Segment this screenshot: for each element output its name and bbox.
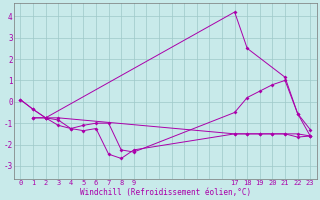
X-axis label: Windchill (Refroidissement éolien,°C): Windchill (Refroidissement éolien,°C) — [80, 188, 251, 197]
